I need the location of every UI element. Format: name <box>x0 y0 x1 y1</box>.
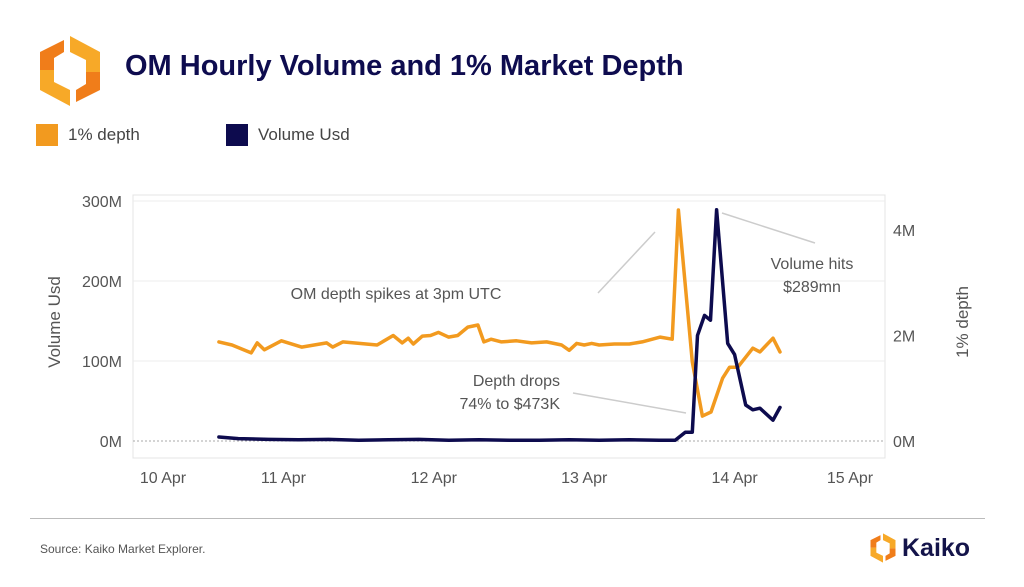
y-left-tick-label: 100M <box>82 354 122 371</box>
y-right-tick-label: 0M <box>893 434 915 451</box>
legend-swatch-depth <box>36 124 58 146</box>
plot-frame <box>132 194 886 459</box>
legend-swatch-volume <box>226 124 248 146</box>
annotation-leader-volume <box>721 212 816 244</box>
annotation-depth-drop-line2: 74% to $473K <box>459 396 560 413</box>
x-tick-label: 11 Apr <box>261 470 307 487</box>
annotation-volume-line1: Volume hits <box>771 256 854 273</box>
page-title: OM Hourly Volume and 1% Market Depth <box>125 50 684 82</box>
series-line-depth <box>217 208 782 418</box>
annotation-leader-depth-drop <box>572 392 687 414</box>
legend-item-volume: Volume Usd <box>226 124 350 146</box>
x-tick-label: 10 Apr <box>140 470 187 487</box>
annotation-depth-spike: OM depth spikes at 3pm UTC <box>291 286 502 303</box>
y-left-tick-label: 0M <box>100 434 122 451</box>
y-left-axis-title: Volume Usd <box>45 276 64 368</box>
kaiko-brand: Kaiko <box>868 532 970 564</box>
series-line-volume <box>217 208 782 442</box>
y-left-tick-label: 200M <box>82 274 122 291</box>
x-tick-label: 14 Apr <box>711 470 758 487</box>
y-left-tick-label: 300M <box>82 194 122 211</box>
kaiko-wordmark: Kaiko <box>902 533 971 562</box>
x-tick-label: 15 Apr <box>827 470 874 487</box>
source-note: Source: Kaiko Market Explorer. <box>40 542 206 556</box>
legend-item-depth: 1% depth <box>36 124 140 146</box>
x-tick-label: 12 Apr <box>411 470 458 487</box>
legend-label-volume: Volume Usd <box>258 125 350 144</box>
footer-divider <box>30 518 985 519</box>
annotation-volume-line2: $289mn <box>783 279 841 296</box>
y-right-axis-title: 1% depth <box>953 286 972 358</box>
y-right-tick-label: 2M <box>893 329 915 346</box>
kaiko-logo-large <box>40 36 100 106</box>
kaiko-logo-icon <box>870 533 896 563</box>
y-right-tick-label: 4M <box>893 223 915 240</box>
annotation-depth-drop-line1: Depth drops <box>473 373 560 390</box>
annotation-leader-depth-spike <box>597 231 656 294</box>
legend-label-depth: 1% depth <box>68 125 140 144</box>
x-tick-label: 13 Apr <box>561 470 608 487</box>
